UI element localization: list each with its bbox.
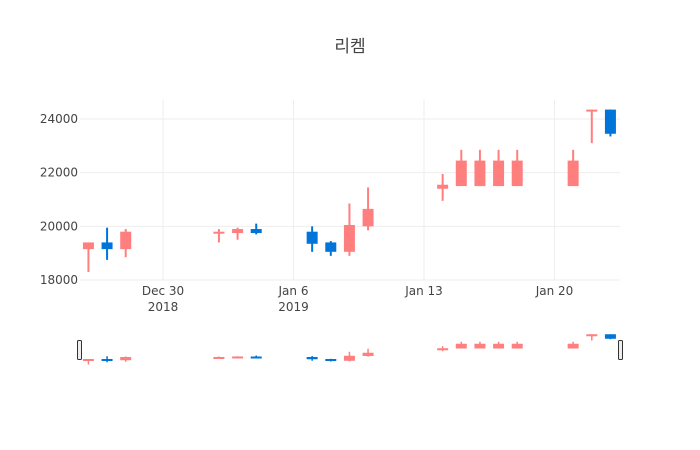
- candle[interactable]: [232, 356, 244, 359]
- candle-body: [232, 356, 244, 359]
- candle-body: [82, 359, 94, 361]
- x-tick-label: Jan 20: [535, 284, 574, 298]
- candle[interactable]: [586, 109, 598, 144]
- candle-body: [325, 359, 337, 361]
- candle-body: [474, 160, 486, 187]
- x-tick-label: Jan 13: [404, 284, 443, 298]
- candle-body: [437, 348, 449, 351]
- candle-body: [213, 357, 225, 359]
- candle-body: [120, 231, 132, 250]
- candle[interactable]: [82, 242, 94, 272]
- candle-body: [604, 109, 616, 134]
- candle[interactable]: [343, 203, 355, 256]
- y-tick-label: 22000: [40, 166, 78, 180]
- candle[interactable]: [250, 355, 262, 359]
- candle-body: [455, 160, 467, 187]
- candle[interactable]: [343, 351, 355, 362]
- candle-body: [120, 357, 132, 361]
- candle[interactable]: [250, 223, 262, 235]
- candle[interactable]: [362, 348, 374, 357]
- x-tick-year-label: 2018: [148, 300, 179, 314]
- candle-body: [101, 359, 113, 361]
- candle[interactable]: [306, 226, 318, 252]
- candle-body: [325, 242, 337, 252]
- slider-candles: [82, 334, 616, 365]
- range-slider-right-handle[interactable]: [618, 340, 623, 360]
- candles-main[interactable]: [82, 109, 616, 272]
- candle-body: [493, 160, 505, 187]
- candle-body: [306, 231, 318, 244]
- candle-body: [343, 355, 355, 361]
- candle-body: [232, 229, 244, 234]
- candle[interactable]: [82, 359, 94, 365]
- candle[interactable]: [586, 334, 598, 341]
- candle[interactable]: [213, 356, 225, 360]
- candle-body: [455, 343, 467, 349]
- candle-body: [362, 208, 374, 227]
- candle[interactable]: [474, 149, 486, 187]
- candle[interactable]: [325, 241, 337, 256]
- x-tick-year-label: 2019: [278, 300, 309, 314]
- candle-body: [101, 242, 113, 250]
- candle[interactable]: [120, 229, 132, 258]
- candle[interactable]: [232, 227, 244, 240]
- candle[interactable]: [213, 229, 225, 243]
- y-axis: 18000 20000 22000 24000: [40, 112, 78, 287]
- candle[interactable]: [306, 356, 318, 361]
- candle[interactable]: [120, 356, 132, 362]
- candle-body: [567, 343, 579, 349]
- x-tick-label: Jan 6: [278, 284, 309, 298]
- candle[interactable]: [437, 346, 449, 352]
- y-tick-label: 18000: [40, 273, 78, 287]
- candle-body: [250, 356, 262, 359]
- candle-body: [604, 334, 616, 339]
- candle[interactable]: [101, 356, 113, 363]
- candle-body: [474, 343, 486, 349]
- x-tick-label: Dec 30: [142, 284, 184, 298]
- candle[interactable]: [604, 109, 616, 137]
- range-slider-track[interactable]: [80, 330, 620, 370]
- candle[interactable]: [325, 358, 337, 362]
- candle-body: [493, 343, 505, 349]
- candle-body: [362, 352, 374, 356]
- range-slider-left-handle[interactable]: [77, 340, 82, 360]
- candle[interactable]: [455, 149, 467, 187]
- candle-body: [511, 343, 523, 349]
- candle-body: [213, 231, 225, 234]
- candle-body: [586, 109, 598, 112]
- candle[interactable]: [493, 341, 505, 349]
- candle[interactable]: [511, 149, 523, 187]
- candle[interactable]: [455, 341, 467, 349]
- candle-body: [586, 334, 598, 337]
- candle[interactable]: [493, 149, 505, 187]
- candle[interactable]: [362, 187, 374, 231]
- candle[interactable]: [474, 341, 486, 349]
- candle-body: [250, 229, 262, 234]
- y-tick-label: 20000: [40, 219, 78, 233]
- chart-title: 리켐: [334, 37, 366, 57]
- candle-body: [82, 242, 94, 250]
- candle-body: [437, 184, 449, 189]
- range-slider[interactable]: [77, 330, 623, 370]
- candle[interactable]: [511, 341, 523, 349]
- candle[interactable]: [567, 341, 579, 349]
- candle-body: [343, 224, 355, 252]
- candle-body: [567, 160, 579, 187]
- y-tick-label: 24000: [40, 112, 78, 126]
- candle-body: [306, 357, 318, 360]
- candle-body: [511, 160, 523, 187]
- x-axis: Dec 30 2018 Jan 6 2019 Jan 13 Jan 20: [142, 284, 573, 314]
- candle[interactable]: [567, 149, 579, 187]
- candle[interactable]: [604, 334, 616, 340]
- candle[interactable]: [101, 227, 113, 260]
- candle[interactable]: [437, 174, 449, 201]
